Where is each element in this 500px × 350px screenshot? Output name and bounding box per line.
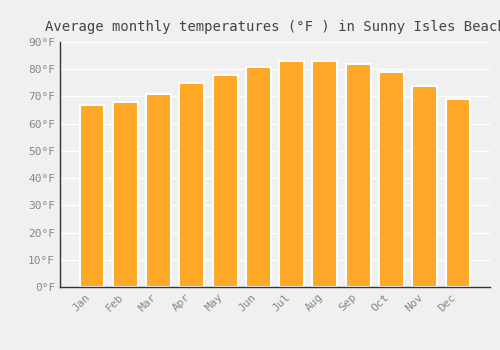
Bar [412,85,437,287]
Bar [113,102,138,287]
Title: Average monthly temperatures (°F ) in Sunny Isles Beach: Average monthly temperatures (°F ) in Su… [44,20,500,34]
Bar [180,83,204,287]
Bar [212,75,238,287]
Bar [446,99,470,287]
Bar [346,64,370,287]
Bar [80,105,104,287]
Bar [246,66,271,287]
Bar [146,94,171,287]
Bar [279,61,304,287]
Bar [312,61,338,287]
Bar [379,72,404,287]
